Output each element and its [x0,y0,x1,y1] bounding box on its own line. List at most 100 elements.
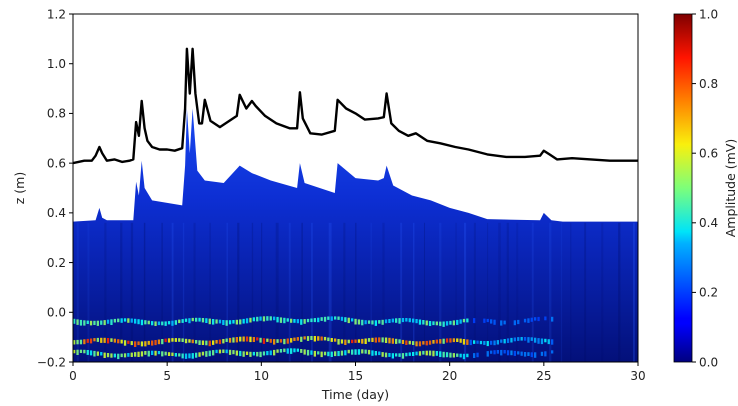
texture-stripe [584,222,587,362]
amplitude-band-cell [517,351,520,355]
amplitude-band-cell [327,351,330,357]
amplitude-band-cell [398,353,401,357]
amplitude-band-cell [262,351,266,356]
amplitude-band-cell [208,318,211,325]
amplitude-band-cell [290,348,293,354]
amplitude-band-cell [354,339,357,343]
amplitude-band-cell [205,340,208,346]
texture-stripe [311,222,313,362]
amplitude-band-cell [212,319,215,325]
amplitude-band-cell [83,349,86,354]
amplitude-band-cell [439,351,442,357]
amplitude-band-cell [303,336,306,340]
amplitude-band-cell [452,353,455,358]
amplitude-band-cell [384,319,388,324]
amplitude-band-cell [83,339,86,345]
amplitude-band-cell [354,318,357,325]
amplitude-band-cell [73,318,76,324]
amplitude-band-cell [117,339,120,344]
amplitude-band-cell [215,340,218,344]
amplitude-band-cell [337,316,340,320]
amplitude-band-cell [351,349,354,355]
amplitude-band-cell [239,336,242,342]
amplitude-band-cell [157,351,161,355]
amplitude-band-cell [276,339,279,343]
amplitude-band-cell [483,318,486,323]
amplitude-band-cell [449,352,452,358]
amplitude-band-cell [330,316,333,321]
texture-stripe [143,222,146,362]
amplitude-band-cell [364,320,367,325]
amplitude-band-cell [334,316,337,320]
amplitude-band-cell [222,349,225,353]
amplitude-band-cell [144,320,147,325]
amplitude-band-cell [218,349,222,354]
amplitude-band-cell [89,350,93,356]
amplitude-band-cell [174,320,177,325]
amplitude-band-cell [422,320,425,325]
amplitude-band-cell [134,318,137,324]
amplitude-band-cell [374,320,377,326]
amplitude-band-cell [164,321,167,326]
amplitude-band-cell [408,352,411,356]
amplitude-band-cell [466,353,469,358]
amplitude-band-cell [432,350,435,357]
amplitude-band-cell [445,338,449,343]
amplitude-band-cell [228,337,232,343]
amplitude-band-cell [76,319,79,325]
amplitude-band-cell [523,337,527,341]
amplitude-band-cell [544,338,547,343]
amplitude-band-cell [486,341,489,347]
amplitude-band-cell [520,337,523,341]
amplitude-band-cell [167,352,171,356]
amplitude-band-cell [330,338,333,342]
amplitude-band-cell [510,337,513,343]
amplitude-band-cell [225,320,228,326]
amplitude-band-cell [232,350,235,355]
amplitude-band-cell [517,337,520,341]
amplitude-band-cell [547,339,550,345]
amplitude-band-cell [330,351,333,357]
amplitude-band-cell [303,319,306,324]
texture-stripe [343,222,346,362]
amplitude-band-cell [201,351,205,356]
amplitude-band-cell [276,349,279,353]
amplitude-band-cell [367,338,371,342]
colorbar [673,13,693,363]
amplitude-band-cell [534,317,537,321]
amplitude-band-cell [337,339,340,345]
plot-area [73,14,638,362]
amplitude-band-cell [428,350,432,356]
amplitude-band-cell [442,321,445,327]
amplitude-band-cell [490,350,493,354]
amplitude-band-cell [249,351,252,357]
amplitude-band-cell [537,316,540,322]
amplitude-band-cell [551,316,554,322]
amplitude-band-cell [432,340,435,344]
texture-stripe [382,222,385,362]
colorbar-axis: 0.0 0.2 0.4 0.6 0.8 1.0 [692,7,718,369]
amplitude-band-cell [323,351,327,356]
amplitude-band-cell [171,338,174,342]
amplitude-band-cell [181,319,184,323]
amplitude-band-cell [320,351,323,358]
amplitude-band-cell [395,338,398,344]
amplitude-band-cell [127,340,130,344]
x-tick-label: 20 [442,369,457,383]
amplitude-band-cell [408,340,411,345]
amplitude-band-cell [361,319,364,326]
amplitude-band-cell [79,349,83,353]
texture-stripe [633,222,635,362]
amplitude-band-cell [137,341,140,346]
amplitude-band-cell [93,338,96,342]
amplitude-band-cell [245,351,249,355]
amplitude-band-cell [378,337,381,343]
amplitude-band-cell [106,338,110,344]
amplitude-band-cell [134,352,137,357]
amplitude-band-cell [412,341,415,345]
amplitude-band-cell [374,337,377,343]
texture-stripe [370,222,372,362]
amplitude-band-cell [442,351,445,358]
amplitude-band-cell [100,337,103,343]
amplitude-band-cell [83,320,86,326]
